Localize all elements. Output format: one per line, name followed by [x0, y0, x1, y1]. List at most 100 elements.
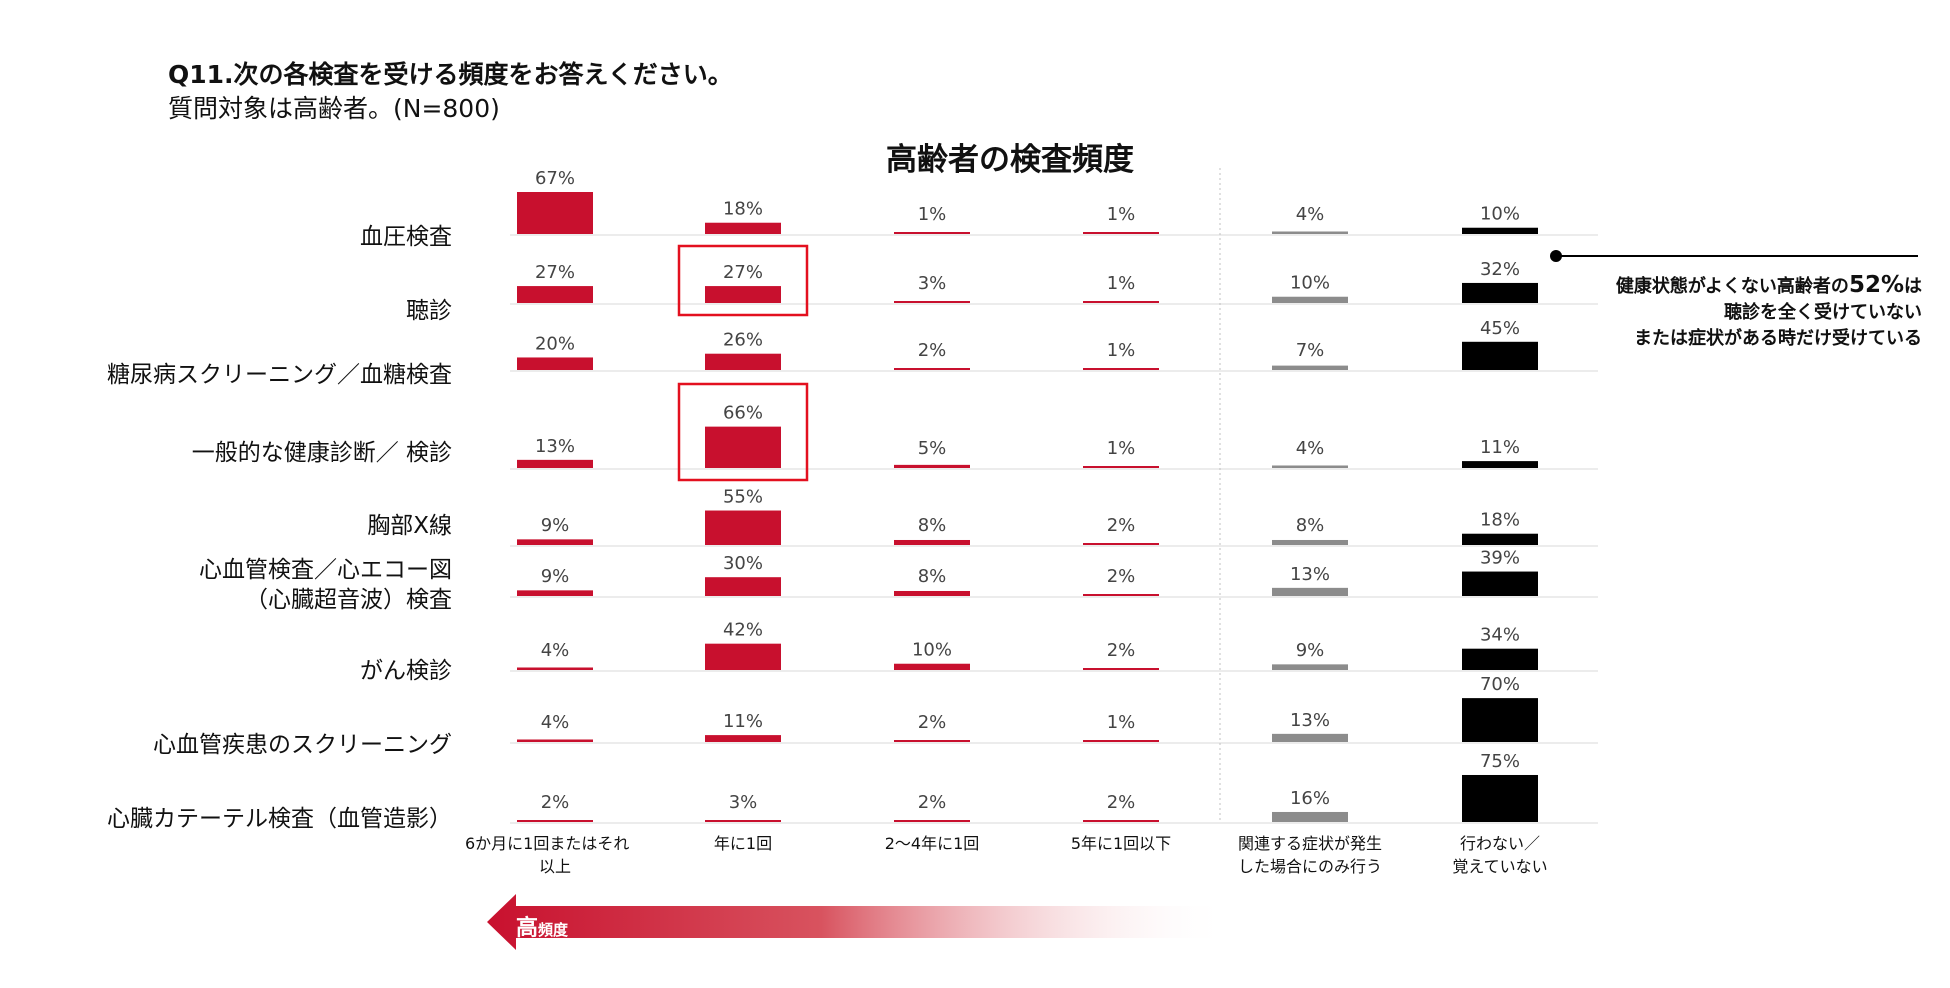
value-label: 1%	[1107, 273, 1136, 294]
value-label: 55%	[723, 487, 763, 508]
column-label: 2〜4年に1回	[885, 834, 980, 853]
bar	[1083, 543, 1159, 545]
column-label: 関連する症状が発生	[1238, 834, 1382, 853]
value-label: 2%	[1107, 566, 1136, 587]
bar	[1083, 301, 1159, 303]
bar	[1462, 698, 1538, 742]
high-frequency-label: 高頻度	[516, 910, 568, 942]
bar	[1462, 341, 1538, 370]
bar	[1083, 594, 1159, 596]
value-label: 67%	[535, 168, 575, 189]
value-label: 4%	[1296, 438, 1325, 459]
value-label: 4%	[541, 712, 570, 733]
bar	[517, 667, 593, 670]
bar	[705, 643, 781, 670]
value-label: 9%	[541, 566, 570, 587]
bar	[894, 232, 970, 234]
value-label: 4%	[1296, 204, 1325, 225]
bar	[894, 301, 970, 303]
value-label: 2%	[541, 792, 570, 813]
value-label: 2%	[918, 712, 947, 733]
row-label: 血圧検査	[360, 224, 452, 250]
bar	[1462, 774, 1538, 822]
value-label: 18%	[723, 199, 763, 220]
row-label: 胸部X線	[367, 513, 452, 539]
bar	[1083, 466, 1159, 468]
value-label: 8%	[918, 566, 947, 587]
value-label: 13%	[1290, 710, 1330, 731]
bar	[705, 820, 781, 822]
value-label: 7%	[1296, 340, 1325, 361]
callout-prefix: 健康状態がよくない高齢者の	[1615, 276, 1849, 297]
column-label: した場合にのみ行う	[1238, 857, 1382, 876]
row-label: 心血管疾患のスクリーニング	[153, 732, 452, 758]
value-label: 13%	[535, 436, 575, 457]
value-label: 11%	[1480, 437, 1520, 458]
row-label: 一般的な健康診断／ 検診	[192, 440, 452, 466]
bar	[1272, 664, 1348, 670]
chart-marks	[517, 192, 1538, 822]
value-label: 32%	[1480, 259, 1520, 280]
survey-subtitle: 質問対象は高齢者。(N=800)	[168, 94, 500, 123]
value-label: 2%	[918, 340, 947, 361]
value-label: 27%	[535, 262, 575, 283]
value-label: 66%	[723, 403, 763, 424]
value-label: 10%	[1290, 273, 1330, 294]
bar	[1272, 231, 1348, 234]
highlight-box	[677, 382, 809, 482]
bar	[705, 577, 781, 596]
column-label: 覚えていない	[1452, 857, 1547, 876]
value-label: 3%	[729, 792, 758, 813]
arrow-label-main: 高	[516, 916, 539, 941]
callout-note: 健康状態がよくない高齢者の52%は 聴診を全く受けていない または症状がある時だ…	[1490, 272, 1922, 352]
question-text: Q11.次の各検査を受ける頻度をお答えください。	[168, 60, 733, 89]
bar	[1272, 587, 1348, 596]
callout-line2: 聴診を全く受けていない	[1724, 302, 1922, 323]
callout-highlight: 52%	[1848, 272, 1904, 298]
bar	[705, 353, 781, 370]
bar	[1272, 811, 1348, 822]
value-label: 2%	[1107, 640, 1136, 661]
value-label: 13%	[1290, 564, 1330, 585]
value-label: 10%	[912, 640, 952, 661]
decorations	[487, 250, 1918, 950]
column-label: 5年に1回以下	[1071, 834, 1171, 853]
callout-line3: または症状がある時だけ受けている	[1634, 328, 1922, 349]
bar	[1083, 740, 1159, 742]
value-label: 8%	[918, 515, 947, 536]
row-label: 糖尿病スクリーニング／血糖検査	[107, 362, 452, 388]
bar	[517, 357, 593, 370]
value-label: 75%	[1480, 751, 1520, 772]
value-label: 2%	[1107, 515, 1136, 536]
bar	[705, 510, 781, 545]
bar	[1083, 368, 1159, 370]
high-frequency-arrow	[487, 894, 1230, 950]
bar	[1462, 533, 1538, 545]
gridlines	[510, 168, 1598, 824]
arrow-label-sub: 頻度	[538, 921, 569, 939]
bar	[894, 663, 970, 670]
value-label: 1%	[1107, 438, 1136, 459]
bar	[517, 539, 593, 545]
column-label: 行わない／	[1460, 834, 1540, 853]
value-label: 30%	[723, 553, 763, 574]
bar	[517, 286, 593, 303]
value-label: 1%	[1107, 340, 1136, 361]
value-label: 4%	[541, 640, 570, 661]
value-label: 10%	[1480, 204, 1520, 225]
bar	[894, 368, 970, 370]
bar	[1272, 733, 1348, 742]
value-label: 45%	[1480, 318, 1520, 339]
bar	[517, 590, 593, 596]
column-label: 以上	[539, 857, 571, 876]
bar	[517, 459, 593, 468]
value-label: 3%	[918, 273, 947, 294]
value-label: 2%	[1107, 792, 1136, 813]
bar	[705, 426, 781, 468]
bar	[705, 222, 781, 234]
value-label: 20%	[535, 333, 575, 354]
bar	[1462, 461, 1538, 468]
value-label: 26%	[723, 330, 763, 351]
bar	[894, 820, 970, 822]
